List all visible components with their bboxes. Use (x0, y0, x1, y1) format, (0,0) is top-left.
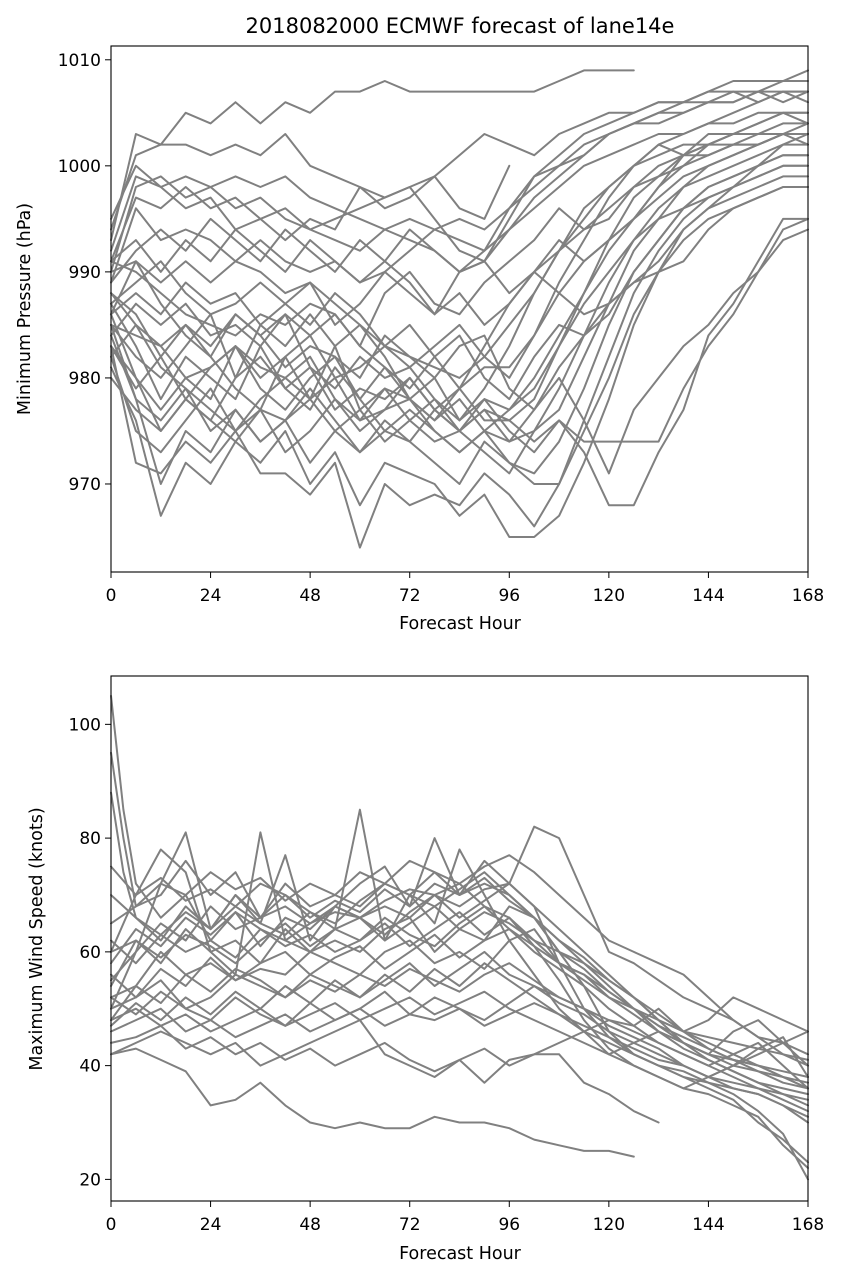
wind-x-ticks: 0 24 48 72 96 120 144 168 (106, 1201, 824, 1235)
pressure-y-ticks: 970 980 990 1000 1010 (58, 51, 111, 495)
pressure-series-line-7 (110, 90, 809, 284)
pressure-x-tick-label-168: 168 (792, 586, 824, 606)
wind-series-line-24 (110, 865, 809, 1090)
wind-series-line-19 (110, 854, 809, 1067)
wind-x-tick-label-144: 144 (692, 1215, 724, 1235)
wind-series-group (110, 694, 809, 1181)
wind-x-tick-label-120: 120 (593, 1215, 625, 1235)
pressure-series-line-25 (110, 186, 809, 485)
wind-y-ticks: 20 40 60 80 100 (69, 715, 111, 1190)
pressure-x-tick-label-0: 0 (106, 586, 117, 606)
pressure-x-tick-label-72: 72 (399, 586, 421, 606)
pressure-y-tick-label-990: 990 (69, 263, 101, 283)
pressure-x-tick-label-48: 48 (299, 586, 321, 606)
pressure-series-line-6 (110, 164, 511, 273)
wind-x-tick-label-24: 24 (200, 1215, 222, 1235)
wind-x-tick-label-0: 0 (106, 1215, 117, 1235)
wind-series-line-13 (110, 1019, 660, 1124)
pressure-series-line-28 (110, 164, 809, 432)
pressure-series-line-1 (110, 69, 635, 242)
pressure-series-line-20 (110, 133, 809, 411)
pressure-series-line-2 (110, 69, 809, 263)
wind-series-line-20 (110, 894, 809, 1078)
pressure-y-tick-label-970: 970 (69, 475, 101, 495)
pressure-series-line-23 (110, 154, 809, 401)
pressure-series-line-29 (110, 111, 809, 326)
wind-series-line-5 (110, 808, 809, 1090)
pressure-x-tick-label-144: 144 (692, 586, 724, 606)
y-axis-label: Maximum Wind Speed (knots) (27, 807, 47, 1070)
pressure-x-tick-label-24: 24 (200, 586, 222, 606)
pressure-series-group (110, 69, 809, 549)
pressure-series-line-5 (110, 90, 809, 242)
pressure-series-line-21 (110, 122, 809, 348)
wind-axes-frame (110, 675, 809, 1202)
wind-series-line-1 (110, 1047, 635, 1158)
pressure-x-tick-label-120: 120 (593, 586, 625, 606)
pressure-chart: 2018082000 ECMWF forecast of lane14e 0 24… (15, 14, 824, 634)
pressure-x-ticks: 0 24 48 72 96 120 144 168 (106, 572, 824, 606)
pressure-axes-frame (110, 45, 809, 573)
wind-series-line-21 (110, 985, 809, 1118)
wind-series-line-17 (110, 928, 809, 1107)
wind-y-tick-label-80: 80 (79, 829, 101, 849)
wind-series-line-22 (110, 962, 809, 1124)
wind-chart: 0 24 48 72 96 120 144 168 20 40 60 80 100 Forecast … (27, 675, 824, 1264)
pressure-x-tick-label-96: 96 (498, 586, 520, 606)
wind-x-tick-label-168: 168 (792, 1215, 824, 1235)
pressure-series-line-8 (110, 122, 809, 379)
wind-y-tick-label-100: 100 (69, 715, 101, 735)
wind-y-tick-label-20: 20 (79, 1170, 101, 1190)
x-axis-label: Forecast Hour (399, 1244, 522, 1264)
wind-series-line-16 (110, 911, 809, 1101)
pressure-y-tick-label-1010: 1010 (58, 51, 101, 71)
wind-series-line-23 (110, 905, 809, 1096)
pressure-series-line-27 (110, 111, 809, 284)
wind-series-line-15 (110, 882, 809, 1090)
pressure-y-tick-label-1000: 1000 (58, 157, 101, 177)
y-axis-label: Minimum Pressure (hPa) (15, 203, 35, 415)
wind-y-tick-label-60: 60 (79, 943, 101, 963)
pressure-series-line-30 (110, 133, 809, 475)
pressure-y-tick-label-980: 980 (69, 369, 101, 389)
wind-y-tick-label-40: 40 (79, 1057, 101, 1077)
chart-title: 2018082000 ECMWF forecast of lane14e (246, 14, 675, 38)
wind-x-tick-label-48: 48 (299, 1215, 321, 1235)
pressure-series-line-15 (110, 164, 809, 549)
wind-x-tick-label-96: 96 (498, 1215, 520, 1235)
wind-series-line-14 (110, 871, 809, 1061)
wind-x-tick-label-72: 72 (399, 1215, 421, 1235)
x-axis-label: Forecast Hour (399, 614, 522, 634)
